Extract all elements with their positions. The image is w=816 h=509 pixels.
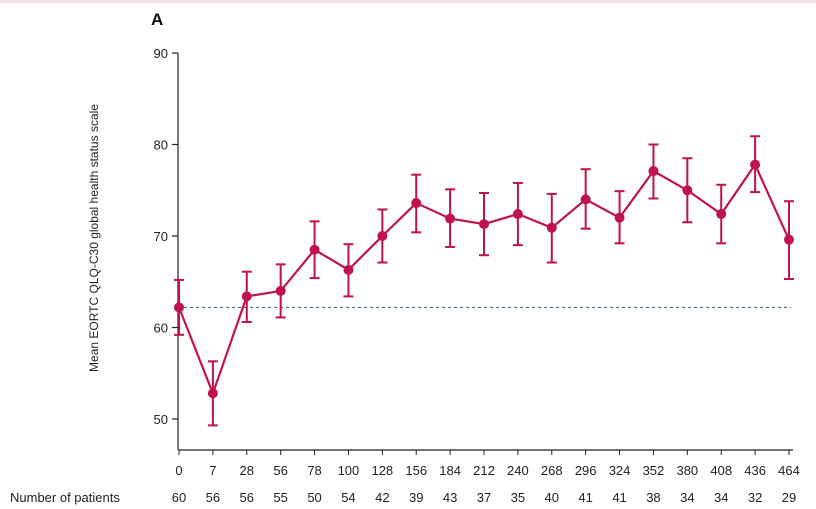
x-tick-label: 212 [473, 463, 495, 478]
patient-count: 34 [680, 490, 694, 505]
patient-count: 42 [375, 490, 389, 505]
data-point [479, 219, 489, 230]
data-point [614, 212, 625, 223]
x-tick-label: 0 [175, 463, 182, 478]
y-tick-label: 60 [154, 321, 168, 336]
x-tick-label: 240 [507, 463, 529, 478]
patient-count: 29 [782, 490, 796, 505]
data-point [309, 244, 320, 255]
data-point [445, 213, 456, 224]
y-tick-label: 90 [154, 46, 168, 61]
data-point [377, 231, 388, 241]
data-point [241, 291, 252, 302]
patient-count: 55 [273, 490, 287, 505]
patient-count: 60 [172, 490, 186, 505]
patient-count: 41 [578, 490, 592, 505]
data-point [648, 166, 659, 177]
x-tick-label: 268 [541, 463, 563, 478]
patient-count: 56 [240, 490, 254, 505]
x-tick-label: 56 [273, 463, 287, 478]
x-tick-label: 7 [209, 463, 216, 478]
x-tick-label: 100 [338, 463, 360, 478]
x-tick-label: 28 [240, 463, 254, 478]
patient-count: 37 [477, 490, 491, 505]
patient-count: 35 [511, 490, 525, 505]
y-tick-label: 80 [154, 138, 168, 153]
x-tick-label: 436 [744, 463, 766, 478]
data-point [411, 198, 422, 209]
data-point [716, 209, 727, 220]
data-point [343, 264, 354, 275]
patient-count: 50 [307, 490, 321, 505]
data-point [546, 222, 557, 233]
patient-count: 38 [646, 490, 660, 505]
x-tick-label: 464 [778, 463, 800, 478]
x-tick-label: 156 [405, 463, 427, 478]
y-axis-title: Mean EORTC QLQ-C30 global health status … [87, 104, 101, 372]
data-point [682, 185, 693, 196]
y-tick-label: 70 [154, 229, 168, 244]
patient-count: 43 [443, 490, 457, 505]
x-tick-label: 352 [643, 463, 665, 478]
x-tick-label: 184 [439, 463, 461, 478]
x-tick-label: 380 [676, 463, 698, 478]
data-point [275, 285, 286, 296]
x-tick-label: 408 [710, 463, 732, 478]
patient-count: 34 [714, 490, 728, 505]
patient-count: 40 [545, 490, 559, 505]
x-tick-label: 128 [371, 463, 393, 478]
data-point [207, 388, 218, 399]
data-point [750, 159, 761, 170]
top-rule [0, 0, 816, 3]
patient-count: 41 [612, 490, 626, 505]
risk-table-label: Number of patients [10, 490, 120, 505]
data-point [784, 234, 794, 245]
patient-count: 39 [409, 490, 423, 505]
panel-label: A [151, 10, 164, 29]
data-point [580, 194, 591, 205]
y-tick-label: 50 [154, 412, 168, 427]
x-tick-label: 324 [609, 463, 631, 478]
patient-count: 54 [341, 490, 355, 505]
x-tick-label: 296 [575, 463, 597, 478]
x-tick-label: 78 [307, 463, 321, 478]
patient-count: 32 [748, 490, 762, 505]
data-point [174, 302, 184, 313]
data-point [512, 209, 523, 220]
patient-count: 56 [206, 490, 220, 505]
